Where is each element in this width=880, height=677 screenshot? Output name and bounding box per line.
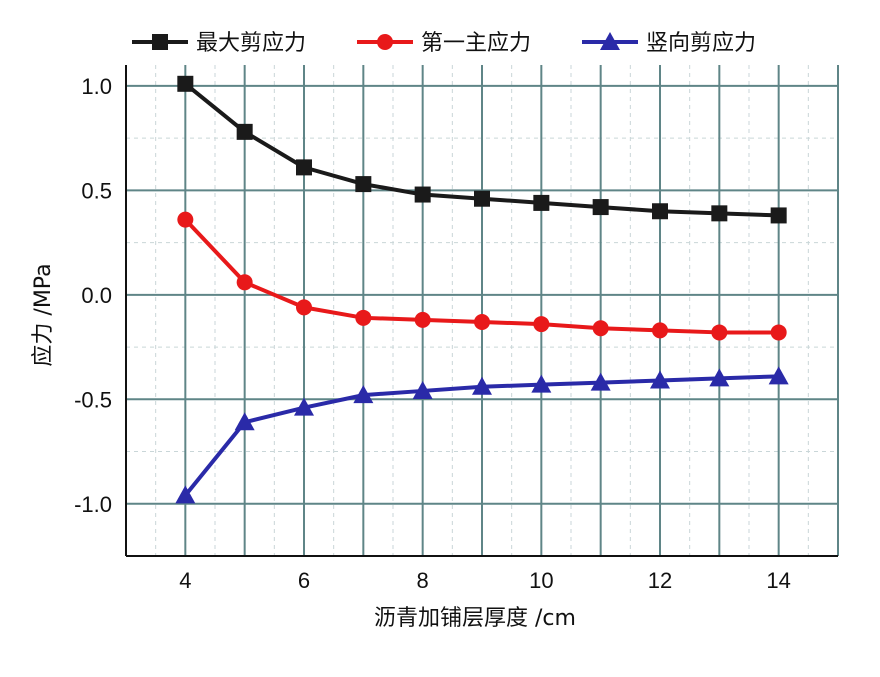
legend-marker [600, 32, 620, 50]
legend-entry-3: 竖向剪应力 [582, 31, 756, 56]
data-point [650, 370, 670, 389]
x-axis-label: 沥青加铺层厚度 /cm [374, 606, 576, 631]
data-point [531, 374, 552, 393]
axes [125, 65, 838, 557]
series-2 [177, 211, 787, 341]
legend: 最大剪应力 第一主应力 竖向剪应力 [132, 31, 756, 56]
tick-labels: 4 6 8 10 12 14 1.0 0.5 0.0 -0.5 -1.0 [74, 74, 791, 593]
y-tick-label: 0.5 [81, 178, 112, 203]
data-point [652, 203, 668, 220]
data-point [592, 320, 609, 337]
y-tick-label: -1.0 [74, 492, 112, 517]
data-point [177, 211, 194, 228]
data-point [177, 75, 194, 92]
legend-label: 竖向剪应力 [646, 31, 756, 56]
y-axis-label: 应力 /MPa [31, 263, 56, 366]
series-1 [177, 75, 787, 224]
data-point [412, 380, 433, 399]
data-point [472, 376, 492, 395]
data-point [236, 123, 253, 140]
data-point [652, 322, 668, 339]
data-point [590, 372, 611, 391]
legend-entry-1: 最大剪应力 [132, 31, 306, 56]
data-point [711, 324, 728, 341]
y-tick-label: 1.0 [81, 74, 112, 99]
data-point [474, 313, 490, 330]
data-point [414, 186, 431, 203]
x-tick-label: 10 [529, 568, 553, 593]
x-tick-label: 8 [417, 568, 429, 593]
legend-label: 最大剪应力 [196, 31, 306, 56]
series-3 [175, 366, 789, 504]
data-point [768, 366, 789, 385]
data-point [592, 199, 609, 216]
legend-marker [377, 34, 393, 50]
data-point [355, 176, 372, 193]
data-point [770, 324, 787, 341]
data-point [296, 299, 312, 316]
data-point [533, 316, 550, 333]
data-point [353, 385, 374, 404]
legend-label: 第一主应力 [421, 31, 531, 56]
data-point [709, 368, 730, 387]
data-point [296, 159, 312, 176]
data-point [355, 309, 372, 326]
data-point [533, 194, 550, 211]
x-tick-label: 6 [298, 568, 310, 593]
data-point [175, 485, 196, 504]
y-tick-label: -0.5 [74, 387, 112, 412]
y-tick-label: 0.0 [81, 283, 112, 308]
data-point [414, 311, 431, 328]
legend-marker [152, 34, 168, 50]
x-tick-label: 4 [179, 568, 191, 593]
data-point [236, 274, 253, 291]
data-point [294, 397, 314, 416]
legend-entry-2: 第一主应力 [357, 31, 531, 56]
x-tick-label: 14 [766, 568, 790, 593]
x-tick-label: 12 [648, 568, 672, 593]
data-point [234, 412, 255, 431]
data-point [474, 190, 490, 207]
data-point [770, 207, 787, 224]
series-group [175, 75, 789, 504]
data-point [711, 205, 728, 222]
